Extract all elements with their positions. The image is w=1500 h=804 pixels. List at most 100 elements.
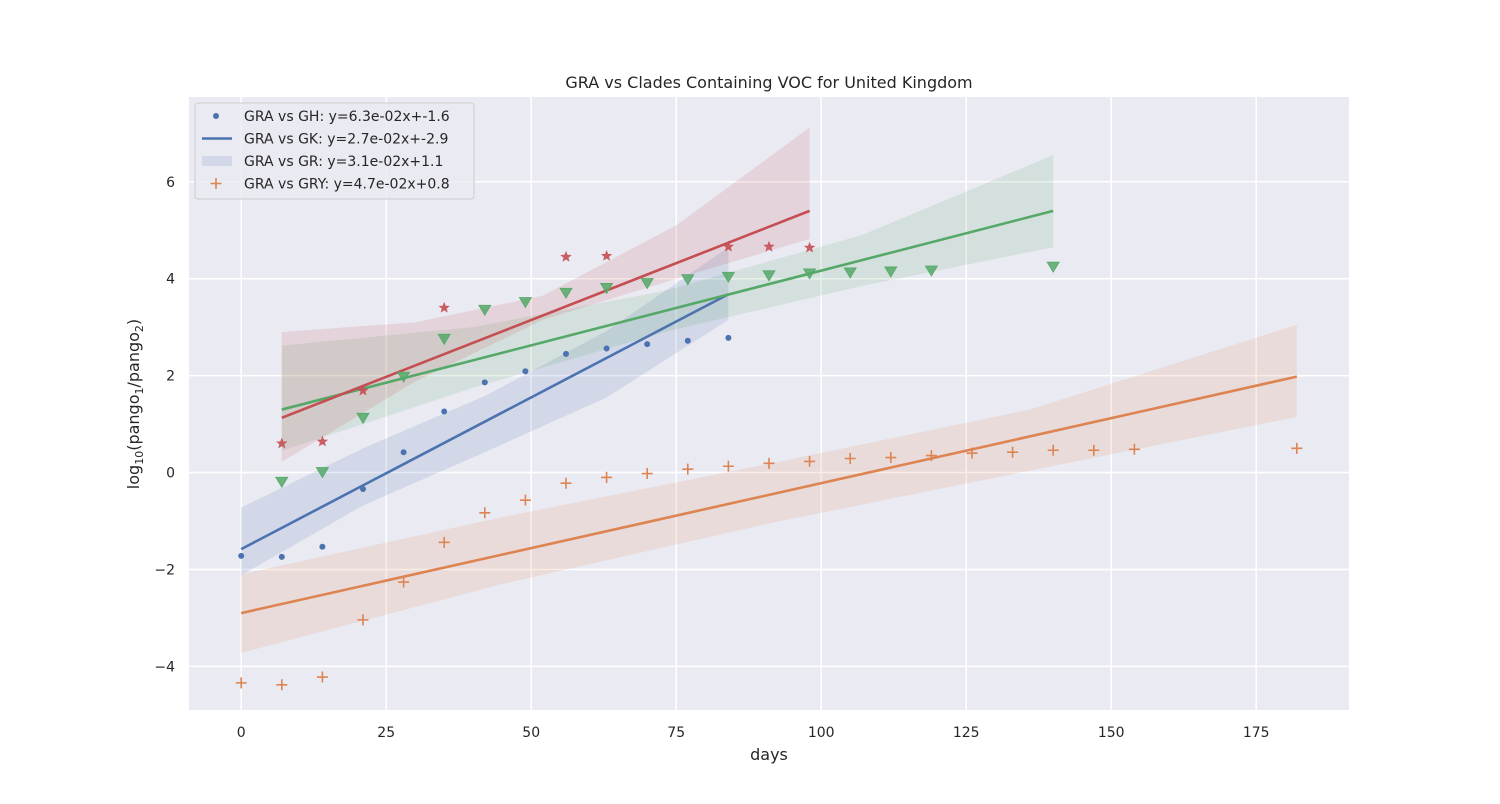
data-point <box>600 249 613 261</box>
data-point <box>644 341 651 348</box>
x-tick-label: 50 <box>522 725 540 741</box>
data-point <box>925 450 937 462</box>
data-point <box>725 334 732 341</box>
data-point <box>803 241 816 253</box>
data-point <box>396 371 411 383</box>
data-point <box>1046 261 1060 273</box>
x-tick-label: 125 <box>953 725 980 741</box>
data-point <box>438 536 450 548</box>
x-tick-label: 100 <box>808 725 835 741</box>
data-point <box>357 384 369 396</box>
data-point <box>885 452 897 464</box>
data-point <box>966 447 978 459</box>
confidence-band <box>241 247 729 576</box>
confidence-bands <box>241 127 1297 653</box>
legend-label: GRA vs GH: y=6.3e-02x+-1.6 <box>244 109 450 125</box>
data-point <box>599 283 614 295</box>
data-point <box>319 543 326 550</box>
data-point <box>721 271 736 284</box>
data-point <box>762 270 776 282</box>
data-point <box>844 453 856 464</box>
fit-lines <box>240 209 1298 615</box>
data-point <box>684 337 691 344</box>
confidence-band <box>281 155 1054 451</box>
data-point <box>437 333 451 346</box>
data-point <box>843 267 857 279</box>
data-point <box>522 368 529 375</box>
data-point <box>400 449 407 456</box>
data-point <box>641 468 653 480</box>
data-point <box>802 268 817 280</box>
data-point <box>722 240 735 252</box>
data-point <box>278 553 285 560</box>
data-point <box>763 240 775 252</box>
data-point <box>276 437 288 449</box>
data-point <box>478 304 492 317</box>
data-point <box>1047 444 1059 456</box>
legend-marker <box>210 178 222 189</box>
data-point <box>560 477 572 489</box>
legend: GRA vs GH: y=6.3e-02x+-1.6 GRA vs GK: y=2… <box>194 102 475 200</box>
data-point <box>316 671 328 683</box>
y-axis-label: log10(pango1/pango2) <box>124 319 146 489</box>
x-tick-label: 75 <box>667 725 685 741</box>
chart-title: GRA vs Clades Containing VOC for United … <box>565 73 972 92</box>
data-point <box>1291 442 1303 454</box>
x-tick-label: 25 <box>377 725 395 741</box>
data-point <box>275 476 289 489</box>
data-point <box>235 677 247 689</box>
data-point <box>640 278 654 290</box>
data-point <box>1007 446 1019 458</box>
fit-line <box>281 209 811 420</box>
data-point <box>238 552 245 559</box>
data-points <box>235 240 1303 691</box>
fit-line <box>240 375 1298 615</box>
y-tick-label: −4 <box>154 659 175 675</box>
data-point <box>360 486 366 493</box>
x-tick-label: 0 <box>237 725 246 741</box>
data-point <box>479 507 491 519</box>
data-point <box>356 412 370 425</box>
data-point <box>560 250 572 262</box>
legend-marker <box>202 156 232 166</box>
legend-box <box>194 102 475 200</box>
y-tick-label: 0 <box>166 466 175 482</box>
confidence-band <box>281 127 810 462</box>
x-tick-label: 150 <box>1098 725 1125 741</box>
x-axis-label: days <box>750 745 788 764</box>
data-point <box>1128 443 1140 455</box>
data-point <box>603 345 610 352</box>
fit-line <box>240 293 730 551</box>
data-point <box>681 274 695 286</box>
data-point <box>315 467 330 479</box>
data-point <box>601 471 613 483</box>
data-point <box>804 455 816 467</box>
x-tick-labels: 0 25 50 75 100 125 150 175 <box>237 725 1270 741</box>
data-point <box>316 435 329 447</box>
gridlines <box>189 97 1349 710</box>
data-point <box>441 408 448 415</box>
data-point <box>481 379 488 386</box>
data-point <box>559 287 573 300</box>
data-point <box>398 576 410 588</box>
data-point <box>884 266 898 278</box>
data-point <box>924 265 939 277</box>
data-point <box>357 614 369 626</box>
legend-marker <box>213 113 219 119</box>
confidence-band <box>241 324 1297 653</box>
data-point <box>518 297 533 309</box>
y-tick-label: 4 <box>166 272 175 288</box>
data-point <box>763 457 775 469</box>
data-point <box>519 494 531 506</box>
x-tick-label: 175 <box>1243 725 1270 741</box>
fit-line <box>281 209 1054 411</box>
y-tick-label: −2 <box>154 562 175 578</box>
data-point <box>276 679 288 691</box>
legend-label: GRA vs GRY: y=4.7e-02x+0.8 <box>244 177 450 193</box>
data-point <box>682 463 694 475</box>
y-tick-labels: −4 −2 0 2 4 6 <box>154 175 175 676</box>
y-tick-label: 2 <box>166 369 175 385</box>
data-point <box>563 350 569 357</box>
